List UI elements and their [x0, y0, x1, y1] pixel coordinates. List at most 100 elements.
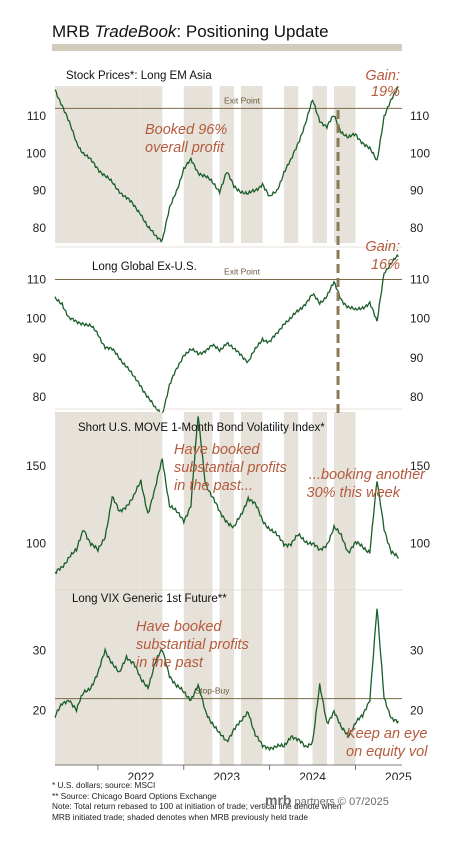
panel-2: Exit Point Long Global Ex-U.S. 80 80 90 90 100…: [26, 239, 430, 415]
footnote-2: ** Source: Chicago Board Options Exchang…: [52, 790, 217, 801]
y-tick-label-right: 20: [410, 704, 424, 718]
annotation: 30% this week: [307, 485, 401, 501]
shading-period: [140, 86, 163, 243]
shading-period: [183, 590, 213, 765]
series-line: [54, 253, 399, 415]
shading-period: [183, 412, 213, 590]
annotation: Booked 96%: [145, 122, 227, 138]
shading-period: [312, 86, 327, 243]
annotation: ...booking another: [309, 467, 426, 483]
series-line: [54, 86, 399, 243]
shading-period: [55, 412, 77, 590]
shading-period: [334, 412, 356, 590]
annotation: Keep an eye: [346, 726, 427, 742]
panel-title: Long Global Ex-U.S.: [92, 261, 197, 273]
y-tick-label-left: 30: [33, 643, 47, 657]
panel-1: Exit Point Stock Prices*: Long EM Asia 80 8…: [26, 68, 430, 243]
y-tick-label-right: 80: [410, 221, 424, 235]
annotation: substantial profits: [136, 637, 249, 653]
main-title-normal: MRB: [52, 22, 95, 41]
footnotes: * U.S. dollars; source: MSCI ** Source: …: [52, 780, 352, 822]
annotation: Gain:: [365, 68, 400, 84]
annotation: on equity vol: [346, 744, 428, 760]
shading-period: [241, 590, 263, 765]
series-line: [54, 416, 399, 575]
main-title: MRB TradeBook: Positioning Update: [52, 22, 329, 42]
y-tick-label-right: 80: [410, 390, 424, 404]
y-tick-label-left: 20: [33, 704, 47, 718]
panel-title: Short U.S. MOVE 1-Month Bond Volatility …: [78, 422, 325, 434]
x-tick-label-year: 2022: [128, 770, 155, 780]
y-tick-label-left: 90: [33, 184, 47, 198]
y-tick-label-right: 150: [410, 459, 430, 473]
shading-period: [112, 86, 141, 243]
shading-period: [334, 86, 356, 243]
footnote-note: Note: Total return rebased to 100 at ini…: [52, 801, 342, 822]
reference-line-label: Stop-Buy: [195, 686, 231, 696]
shading-period: [283, 590, 299, 765]
y-tick-label-right: 30: [410, 643, 424, 657]
chart-area: Exit Point Stock Prices*: Long EM Asia 80 8…: [26, 68, 430, 780]
shading-period: [97, 412, 113, 590]
y-tick-label-right: 100: [410, 312, 430, 326]
brand-logo: mrb: [265, 792, 292, 808]
shading-period: [76, 412, 98, 590]
footnote-1: * U.S. dollars; source: MSCI: [52, 780, 156, 790]
annotation: 19%: [371, 84, 400, 100]
annotation: Have booked: [136, 619, 222, 635]
brand-name: partners: [291, 796, 335, 808]
series-line: [54, 608, 399, 752]
y-tick-label-left: 150: [26, 459, 46, 473]
x-tick-label-year: 2025: [385, 770, 412, 780]
y-tick-label-left: 90: [33, 351, 47, 365]
main-title-rest: : Positioning Update: [176, 22, 329, 41]
brand-date: © 07/2025: [334, 796, 389, 808]
shading-period: [334, 590, 356, 765]
shading-period: [97, 590, 113, 765]
y-tick-label-left: 110: [27, 272, 46, 286]
y-tick-label-right: 90: [410, 351, 424, 365]
panel-title: Long VIX Generic 1st Future**: [72, 593, 227, 605]
y-tick-label-right: 90: [410, 184, 424, 198]
annotation: Have booked: [174, 442, 260, 458]
panel-title: Stock Prices*: Long EM Asia: [66, 70, 212, 82]
annotation: 16%: [371, 257, 400, 273]
y-tick-label-left: 80: [33, 390, 47, 404]
shading-period: [219, 590, 234, 765]
shading-period: [283, 412, 299, 590]
shading-period: [183, 86, 213, 243]
y-tick-label-right: 100: [410, 146, 430, 160]
title-rule: [52, 44, 402, 51]
shading-period: [55, 590, 77, 765]
shading-period: [76, 590, 98, 765]
x-tick-label-year: 2024: [299, 770, 326, 780]
shading-period: [312, 412, 327, 590]
reference-line-label: Exit Point: [224, 266, 261, 276]
y-tick-label-right: 110: [410, 109, 429, 123]
shading-period: [312, 590, 327, 765]
panel-3: Short U.S. MOVE 1-Month Bond Volatility …: [26, 412, 430, 590]
reference-line-label: Exit Point: [224, 95, 261, 105]
shading-period: [112, 412, 141, 590]
y-tick-label-left: 100: [26, 312, 46, 326]
x-tick-label-year: 2023: [213, 770, 240, 780]
y-tick-label-left: 110: [27, 109, 46, 123]
shading-period: [283, 86, 299, 243]
shading-period: [76, 86, 98, 243]
shading-period: [55, 86, 77, 243]
shading-period: [219, 412, 234, 590]
brand: mrb partners © 07/2025: [265, 792, 389, 808]
annotation: Gain:: [365, 239, 400, 255]
y-tick-label-right: 100: [410, 537, 430, 551]
y-tick-label-left: 80: [33, 221, 47, 235]
shading-period: [112, 590, 141, 765]
annotation: in the past: [136, 655, 204, 671]
shading-period: [97, 86, 113, 243]
y-tick-label-right: 110: [410, 272, 429, 286]
shading-period: [241, 86, 263, 243]
main-title-italic: TradeBook: [94, 22, 177, 41]
shading-period: [219, 86, 234, 243]
annotation: in the past...: [174, 478, 253, 494]
y-tick-label-left: 100: [26, 146, 46, 160]
annotation: overall profit: [145, 140, 225, 156]
